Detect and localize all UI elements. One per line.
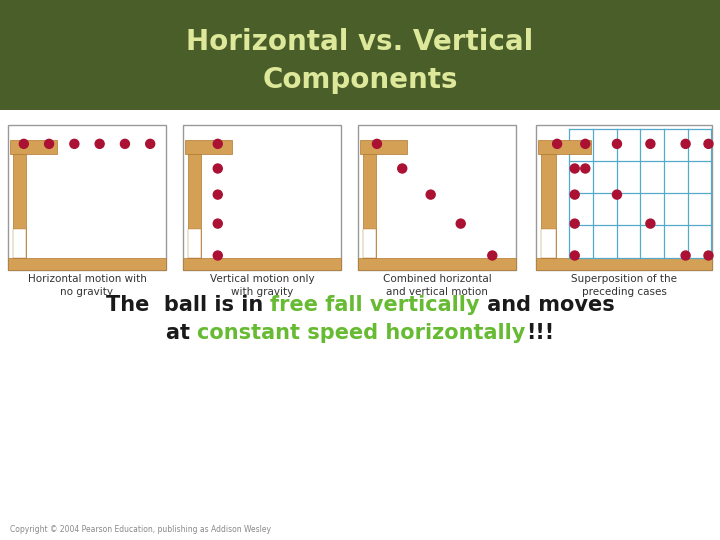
Circle shape [120, 139, 130, 148]
Circle shape [95, 139, 104, 148]
Bar [13, 154, 26, 258]
Bar [359, 140, 407, 154]
Circle shape [704, 139, 713, 148]
Text: Components: Components [262, 66, 458, 94]
Text: Horizontal motion with
no gravity: Horizontal motion with no gravity [27, 274, 146, 297]
Text: Horizontal vs. Vertical: Horizontal vs. Vertical [186, 28, 534, 56]
Bar [541, 154, 557, 258]
Circle shape [213, 164, 222, 173]
Circle shape [372, 139, 382, 148]
Circle shape [681, 139, 690, 148]
Bar [183, 258, 341, 270]
Circle shape [213, 251, 222, 260]
Circle shape [397, 164, 407, 173]
Text: at: at [166, 323, 197, 343]
Circle shape [213, 139, 222, 148]
Text: constant speed horizontally: constant speed horizontally [197, 323, 526, 343]
Circle shape [581, 139, 590, 148]
Circle shape [426, 190, 435, 199]
Circle shape [553, 139, 562, 148]
Circle shape [213, 219, 222, 228]
Text: Copyright © 2004 Pearson Education, publishing as Addison Wesley: Copyright © 2004 Pearson Education, publ… [10, 525, 271, 534]
Bar [536, 125, 712, 270]
Bar [541, 228, 557, 258]
Circle shape [646, 219, 655, 228]
Circle shape [681, 251, 690, 260]
Bar [184, 140, 232, 154]
Bar [536, 258, 712, 270]
Text: The  ball is in: The ball is in [106, 295, 270, 315]
Circle shape [581, 164, 590, 173]
Bar [9, 140, 57, 154]
Text: and moves: and moves [480, 295, 614, 315]
Bar [538, 140, 590, 154]
Bar [358, 258, 516, 270]
Circle shape [456, 219, 465, 228]
Bar [363, 228, 376, 258]
Bar [358, 125, 516, 270]
Circle shape [45, 139, 53, 148]
Text: free fall vertically: free fall vertically [270, 295, 480, 315]
Circle shape [646, 139, 655, 148]
Circle shape [570, 164, 579, 173]
Circle shape [570, 251, 579, 260]
Bar [8, 258, 166, 270]
Circle shape [70, 139, 79, 148]
Circle shape [488, 251, 497, 260]
Bar [183, 125, 341, 270]
Circle shape [613, 139, 621, 148]
Circle shape [570, 219, 579, 228]
Circle shape [19, 139, 28, 148]
Circle shape [570, 190, 579, 199]
Bar [188, 228, 201, 258]
Bar [8, 125, 166, 270]
Text: Vertical motion only
with gravity: Vertical motion only with gravity [210, 274, 315, 297]
Circle shape [213, 190, 222, 199]
Text: Superposition of the
preceding cases: Superposition of the preceding cases [571, 274, 677, 297]
Text: Combined horizontal
and vertical motion: Combined horizontal and vertical motion [382, 274, 491, 297]
Bar [188, 154, 201, 258]
Bar [0, 0, 720, 110]
Circle shape [704, 251, 713, 260]
Circle shape [613, 190, 621, 199]
Bar [363, 154, 376, 258]
Circle shape [145, 139, 155, 148]
Text: !!!: !!! [526, 323, 554, 343]
Bar [13, 228, 26, 258]
